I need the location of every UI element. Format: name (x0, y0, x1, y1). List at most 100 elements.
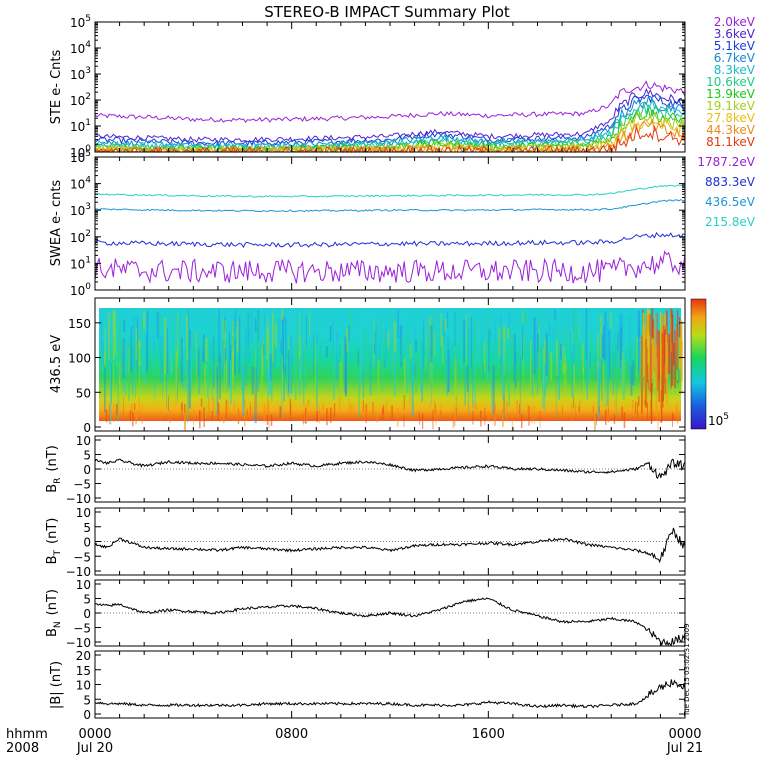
heatmap-streak (408, 352, 410, 387)
heatmap-streak (545, 333, 548, 376)
series-line (94, 95, 686, 149)
heatmap-streak (481, 330, 483, 357)
heatmap-streak (244, 330, 247, 386)
heatmap-streak (182, 314, 185, 373)
heatmap-streak (228, 332, 231, 387)
heatmap-streak (665, 334, 667, 379)
heatmap-streak (393, 317, 394, 375)
heatmap-streak (255, 402, 257, 414)
heatmap-streak (263, 404, 266, 422)
heatmap-streak (205, 337, 208, 362)
heatmap-streak (135, 327, 138, 360)
heatmap-streak (400, 334, 402, 363)
heatmap-streak (555, 310, 557, 336)
heatmap-streak (620, 361, 622, 387)
heatmap-streak (668, 333, 671, 374)
heatmap-streak (604, 311, 607, 361)
heatmap-streak (122, 338, 125, 379)
heatmap-streak (264, 332, 266, 373)
heatmap-streak (656, 313, 658, 359)
heatmap-streak (171, 308, 174, 342)
y-tick-label: 20 (76, 649, 91, 663)
heatmap-streak (554, 323, 556, 371)
heatmap-streak (539, 411, 541, 429)
heatmap-streak (414, 326, 416, 348)
heatmap-streak (672, 412, 674, 420)
y-tick-label: −5 (73, 550, 91, 564)
heatmap-streak (119, 322, 122, 379)
heatmap-streak (474, 403, 476, 410)
heatmap-streak (533, 356, 534, 400)
pad-y-label: 436.5 eV (49, 335, 64, 393)
heatmap-streak (435, 406, 437, 426)
heatmap-streak (601, 359, 603, 402)
swea-legend: 1787.2eV 883.3eV 436.5eV 215.8eV (697, 155, 755, 229)
heatmap-streak (663, 312, 666, 334)
heatmap-streak (221, 340, 224, 377)
heatmap-streak (175, 396, 177, 407)
heatmap-streak (398, 324, 400, 351)
heatmap-streak (533, 405, 535, 425)
heatmap-streak (362, 358, 365, 371)
heatmap-streak (311, 337, 313, 358)
heatmap-streak (579, 315, 580, 342)
heatmap-streak (464, 366, 466, 406)
bn-line (94, 597, 686, 647)
heatmap-streak (304, 414, 305, 423)
heatmap-streak (442, 320, 446, 346)
heatmap-streak (397, 408, 399, 427)
heatmap-streak (254, 395, 256, 406)
heatmap-streak (446, 358, 449, 396)
heatmap-streak (365, 344, 367, 381)
heatmap-streak (181, 355, 184, 388)
heatmap-streak (201, 331, 202, 359)
heatmap-streak (447, 310, 449, 328)
date-tick-label: Jul 21 (666, 741, 703, 756)
heatmap-streak (333, 321, 335, 373)
heatmap-streak (346, 328, 349, 353)
heatmap-streak (196, 342, 198, 396)
heatmap-streak (154, 353, 156, 401)
heatmap-streak (357, 350, 359, 366)
heatmap-streak (244, 399, 246, 409)
heatmap-streak (135, 412, 137, 425)
heatmap-streak (216, 366, 219, 415)
heatmap-streak (132, 349, 134, 396)
heatmap-streak (279, 406, 281, 418)
heatmap-streak (455, 321, 457, 367)
heatmap-streak (506, 400, 508, 421)
heatmap-streak (231, 311, 233, 351)
heatmap-streak (131, 356, 132, 372)
heatmap-streak (473, 315, 476, 363)
heatmap-streak (598, 406, 600, 413)
heatmap-streak (671, 315, 674, 386)
heatmap-streak (428, 326, 431, 378)
legend-entry: 436.5eV (705, 195, 756, 209)
heatmap-streak (465, 316, 466, 361)
heatmap-streak (638, 319, 640, 359)
heatmap-streak (467, 326, 470, 367)
heatmap-streak (492, 365, 495, 415)
heatmap-streak (238, 321, 240, 381)
heatmap-streak (212, 397, 215, 415)
heatmap-streak (136, 317, 139, 371)
heatmap-streak (617, 332, 619, 351)
heatmap-streak (604, 322, 606, 362)
heatmap-streak (637, 396, 640, 406)
heatmap-streak (113, 362, 114, 400)
heatmap-streak (638, 345, 640, 376)
heatmap-streak (624, 359, 626, 381)
heatmap-streak (456, 395, 458, 413)
legend-entry: 6.7keV (714, 51, 756, 65)
heatmap-streak (187, 363, 189, 423)
heatmap-streak (316, 331, 319, 348)
heatmap-streak (249, 365, 252, 386)
heatmap-streak (567, 329, 570, 352)
heatmap-streak (362, 400, 364, 412)
heatmap-streak (566, 332, 569, 351)
heatmap-streak (254, 318, 257, 332)
heatmap-streak (426, 362, 428, 376)
heatmap-streak (452, 341, 453, 396)
y-tick-label: 5 (83, 593, 91, 607)
heatmap-streak (268, 332, 270, 349)
